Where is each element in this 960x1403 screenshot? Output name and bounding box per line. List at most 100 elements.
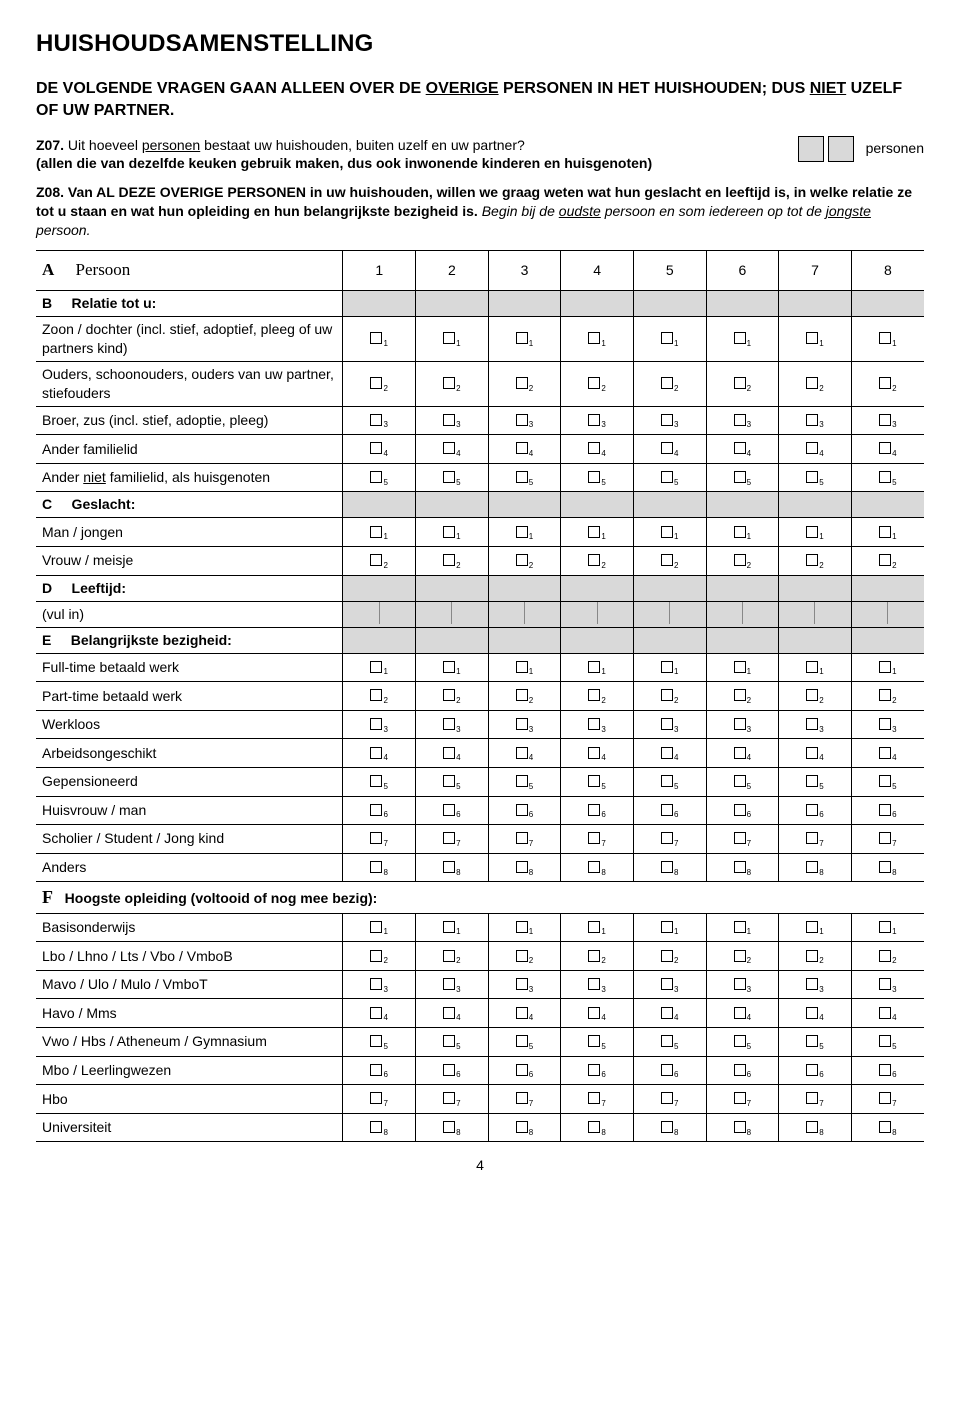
checkbox-cell[interactable]: 3	[416, 970, 489, 999]
checkbox-cell[interactable]: 7	[633, 1085, 706, 1114]
checkbox-cell[interactable]: 4	[851, 999, 924, 1028]
checkbox-cell[interactable]: 1	[851, 518, 924, 547]
checkbox-cell[interactable]: 1	[633, 317, 706, 362]
checkbox-cell[interactable]: 1	[779, 317, 852, 362]
checkbox-cell[interactable]: 7	[561, 825, 634, 854]
checkbox-cell[interactable]: 6	[488, 796, 561, 825]
checkbox-cell[interactable]: 3	[706, 710, 779, 739]
checkbox-cell[interactable]: 7	[851, 825, 924, 854]
checkbox-cell[interactable]: 4	[343, 999, 416, 1028]
checkbox-cell[interactable]: 4	[706, 999, 779, 1028]
checkbox-cell[interactable]: 2	[779, 942, 852, 971]
checkbox-cell[interactable]: 6	[633, 1056, 706, 1085]
checkbox-cell[interactable]: 7	[561, 1085, 634, 1114]
checkbox-cell[interactable]: 8	[706, 1113, 779, 1142]
checkbox-cell[interactable]: 4	[779, 739, 852, 768]
checkbox-cell[interactable]: 4	[416, 435, 489, 464]
checkbox-cell[interactable]: 5	[561, 1027, 634, 1056]
checkbox-cell[interactable]: 4	[343, 739, 416, 768]
leeftijd-input[interactable]	[851, 601, 924, 627]
checkbox-cell[interactable]: 1	[488, 653, 561, 682]
checkbox-cell[interactable]: 4	[706, 435, 779, 464]
checkbox-cell[interactable]: 4	[779, 999, 852, 1028]
checkbox-cell[interactable]: 2	[779, 682, 852, 711]
checkbox-cell[interactable]: 4	[561, 739, 634, 768]
checkbox-cell[interactable]: 3	[779, 970, 852, 999]
checkbox-cell[interactable]: 7	[706, 1085, 779, 1114]
checkbox-cell[interactable]: 2	[633, 361, 706, 406]
checkbox-cell[interactable]: 1	[343, 518, 416, 547]
checkbox-cell[interactable]: 5	[561, 463, 634, 492]
checkbox-cell[interactable]: 3	[416, 710, 489, 739]
leeftijd-input[interactable]	[416, 601, 489, 627]
checkbox-cell[interactable]: 5	[851, 1027, 924, 1056]
checkbox-cell[interactable]: 7	[488, 1085, 561, 1114]
checkbox-cell[interactable]: 1	[416, 518, 489, 547]
checkbox-cell[interactable]: 5	[416, 463, 489, 492]
checkbox-cell[interactable]: 5	[488, 1027, 561, 1056]
checkbox-cell[interactable]: 8	[706, 853, 779, 882]
checkbox-cell[interactable]: 4	[851, 739, 924, 768]
checkbox-cell[interactable]: 3	[416, 406, 489, 435]
checkbox-cell[interactable]: 6	[851, 796, 924, 825]
checkbox-cell[interactable]: 2	[343, 361, 416, 406]
checkbox-cell[interactable]: 1	[633, 518, 706, 547]
checkbox-cell[interactable]: 6	[851, 1056, 924, 1085]
checkbox-cell[interactable]: 6	[416, 796, 489, 825]
checkbox-cell[interactable]: 2	[706, 682, 779, 711]
checkbox-cell[interactable]: 1	[488, 913, 561, 942]
checkbox-cell[interactable]: 1	[561, 913, 634, 942]
checkbox-cell[interactable]: 8	[561, 853, 634, 882]
checkbox-cell[interactable]: 5	[851, 463, 924, 492]
checkbox-cell[interactable]: 2	[561, 682, 634, 711]
checkbox-cell[interactable]: 2	[343, 682, 416, 711]
checkbox-cell[interactable]: 3	[779, 406, 852, 435]
checkbox-cell[interactable]: 1	[706, 317, 779, 362]
checkbox-cell[interactable]: 4	[488, 435, 561, 464]
checkbox-cell[interactable]: 1	[343, 317, 416, 362]
checkbox-cell[interactable]: 6	[488, 1056, 561, 1085]
checkbox-cell[interactable]: 6	[706, 1056, 779, 1085]
checkbox-cell[interactable]: 4	[633, 435, 706, 464]
checkbox-cell[interactable]: 4	[488, 999, 561, 1028]
checkbox-cell[interactable]: 3	[851, 970, 924, 999]
checkbox-cell[interactable]: 2	[851, 361, 924, 406]
checkbox-cell[interactable]: 2	[851, 942, 924, 971]
checkbox-cell[interactable]: 5	[343, 1027, 416, 1056]
checkbox-cell[interactable]: 2	[779, 361, 852, 406]
checkbox-cell[interactable]: 1	[633, 653, 706, 682]
checkbox-cell[interactable]: 7	[779, 825, 852, 854]
checkbox-cell[interactable]: 2	[561, 361, 634, 406]
checkbox-cell[interactable]: 3	[488, 970, 561, 999]
checkbox-cell[interactable]: 5	[343, 463, 416, 492]
checkbox-cell[interactable]: 5	[561, 767, 634, 796]
digit-box[interactable]	[828, 136, 854, 162]
checkbox-cell[interactable]: 4	[633, 739, 706, 768]
checkbox-cell[interactable]: 4	[633, 999, 706, 1028]
checkbox-cell[interactable]: 1	[706, 913, 779, 942]
leeftijd-input[interactable]	[561, 601, 634, 627]
checkbox-cell[interactable]: 5	[633, 1027, 706, 1056]
checkbox-cell[interactable]: 2	[851, 546, 924, 575]
checkbox-cell[interactable]: 8	[343, 1113, 416, 1142]
checkbox-cell[interactable]: 3	[851, 406, 924, 435]
checkbox-cell[interactable]: 2	[561, 942, 634, 971]
leeftijd-input[interactable]	[633, 601, 706, 627]
checkbox-cell[interactable]: 8	[851, 1113, 924, 1142]
checkbox-cell[interactable]: 8	[851, 853, 924, 882]
checkbox-cell[interactable]: 2	[633, 546, 706, 575]
checkbox-cell[interactable]: 1	[488, 317, 561, 362]
checkbox-cell[interactable]: 4	[488, 739, 561, 768]
checkbox-cell[interactable]: 6	[779, 1056, 852, 1085]
checkbox-cell[interactable]: 6	[561, 796, 634, 825]
checkbox-cell[interactable]: 7	[488, 825, 561, 854]
checkbox-cell[interactable]: 2	[633, 682, 706, 711]
checkbox-cell[interactable]: 2	[779, 546, 852, 575]
checkbox-cell[interactable]: 3	[561, 970, 634, 999]
checkbox-cell[interactable]: 4	[343, 435, 416, 464]
checkbox-cell[interactable]: 1	[851, 653, 924, 682]
checkbox-cell[interactable]: 6	[561, 1056, 634, 1085]
checkbox-cell[interactable]: 6	[706, 796, 779, 825]
checkbox-cell[interactable]: 6	[633, 796, 706, 825]
checkbox-cell[interactable]: 7	[416, 825, 489, 854]
